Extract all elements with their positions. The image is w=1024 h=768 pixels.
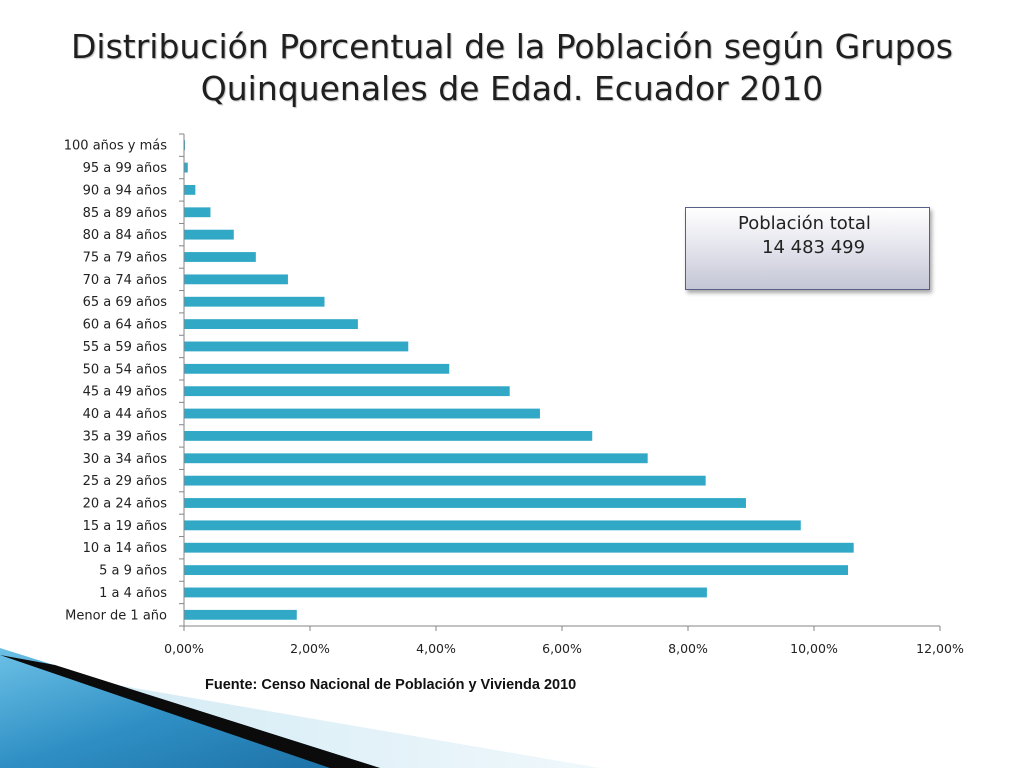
category-label-15: 65 a 69 años bbox=[83, 295, 168, 310]
category-label-18: 80 a 84 años bbox=[83, 228, 168, 243]
bar-10 bbox=[184, 408, 540, 419]
bar-15 bbox=[184, 296, 325, 307]
category-label-12: 50 a 54 años bbox=[83, 362, 168, 377]
total-population-box: Población total 14 483 499 bbox=[685, 207, 930, 290]
x-tick-label-5: 8,00% bbox=[668, 641, 708, 656]
bar-13 bbox=[184, 341, 409, 352]
bar-3 bbox=[184, 565, 849, 576]
category-label-19: 85 a 89 años bbox=[83, 206, 168, 221]
bar-1 bbox=[184, 609, 297, 620]
total-population-value: 14 483 499 bbox=[762, 237, 866, 258]
bar-19 bbox=[184, 207, 211, 218]
category-label-1: Menor de 1 año bbox=[65, 608, 167, 623]
bar-20 bbox=[184, 184, 196, 195]
bar-18 bbox=[184, 229, 234, 240]
bar-5 bbox=[184, 520, 801, 531]
bar-8 bbox=[184, 453, 648, 464]
category-label-5: 15 a 19 años bbox=[83, 519, 168, 534]
category-label-4: 10 a 14 años bbox=[83, 541, 168, 556]
slide-title-line-1: Distribución Porcentual de la Población … bbox=[71, 27, 953, 66]
category-label-8: 30 a 34 años bbox=[83, 452, 168, 467]
category-label-10: 40 a 44 años bbox=[83, 407, 168, 422]
x-tick-label-2: 2,00% bbox=[290, 641, 330, 656]
category-label-21: 95 a 99 años bbox=[83, 161, 168, 176]
bar-21 bbox=[184, 162, 188, 173]
category-label-14: 60 a 64 años bbox=[83, 318, 168, 333]
category-label-7: 25 a 29 años bbox=[83, 474, 168, 489]
category-label-20: 90 a 94 años bbox=[83, 183, 168, 198]
bar-11 bbox=[184, 386, 510, 397]
slide-title-line-2: Quinquenales de Edad. Ecuador 2010 bbox=[200, 69, 824, 108]
x-tick-label-6: 10,00% bbox=[790, 641, 838, 656]
bar-series bbox=[184, 140, 854, 620]
decoration-black-stripe bbox=[0, 655, 380, 768]
x-tick-label-4: 6,00% bbox=[542, 641, 582, 656]
category-label-2: 1 a 4 años bbox=[99, 586, 167, 601]
total-population-label: Población total bbox=[738, 213, 871, 234]
category-label-13: 55 a 59 años bbox=[83, 340, 168, 355]
category-labels: Menor de 1 año 1 a 4 años 5 a 9 años 10 a 1… bbox=[64, 139, 167, 624]
category-label-16: 70 a 74 años bbox=[83, 273, 168, 288]
bar-12 bbox=[184, 363, 450, 374]
bar-16 bbox=[184, 274, 288, 285]
x-tick-label-1: 0,00% bbox=[164, 641, 204, 656]
decoration-pale-swoosh bbox=[0, 665, 600, 768]
slide-title: Distribución Porcentual de la Población … bbox=[0, 26, 1024, 110]
bar-7 bbox=[184, 475, 706, 486]
bar-17 bbox=[184, 252, 256, 262]
bar-6 bbox=[184, 498, 746, 508]
source-note: Fuente: Censo Nacional de Población y Vi… bbox=[205, 677, 577, 693]
category-label-17: 75 a 79 años bbox=[83, 251, 168, 266]
category-label-3: 5 a 9 años bbox=[99, 564, 167, 579]
bar-14 bbox=[184, 319, 358, 330]
x-tick-label-7: 12,00% bbox=[916, 641, 964, 656]
bar-2 bbox=[184, 587, 707, 598]
bar-9 bbox=[184, 430, 593, 441]
x-tick-label-3: 4,00% bbox=[416, 641, 456, 656]
x-axis-ticks: 0,00% 2,00% 4,00% 6,00% 8,00% 10,00% 12,00% bbox=[164, 626, 964, 656]
category-label-11: 45 a 49 años bbox=[83, 385, 168, 400]
category-label-6: 20 a 24 años bbox=[83, 497, 168, 512]
category-label-22: 100 años y más bbox=[64, 139, 167, 154]
bar-4 bbox=[184, 542, 854, 553]
category-label-9: 35 a 39 años bbox=[83, 429, 168, 444]
